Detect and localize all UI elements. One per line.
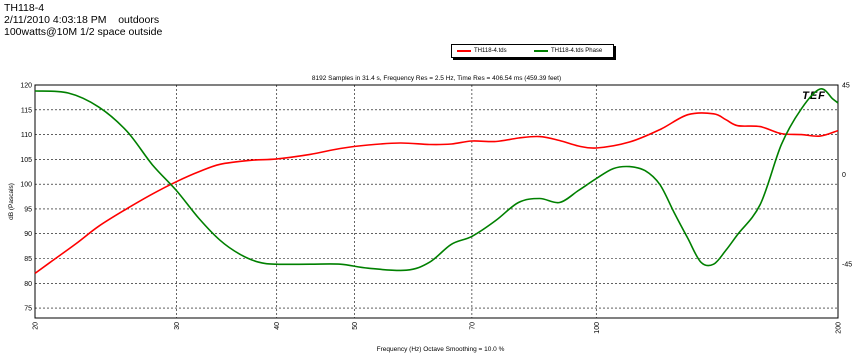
legend-entry-magnitude: TH118-4.tds: [474, 48, 507, 54]
y2-tick-label: 0: [842, 172, 846, 179]
x-tick-label: 30: [174, 322, 181, 330]
y-tick-label: 90: [24, 231, 32, 238]
phase-series-line: [34, 88, 839, 272]
x-tick-label: 200: [836, 322, 843, 334]
tef-logo: TEF: [802, 90, 826, 102]
y-tick-label: 95: [24, 206, 32, 213]
header: TH118-4 2/11/2010 4:03:18 PM outdoors 10…: [4, 2, 162, 38]
setup-description-label: 100watts@10M 1/2 space outside: [4, 26, 163, 38]
x-tick-label: 50: [352, 322, 359, 330]
x-tick-label: 40: [274, 322, 281, 330]
y-tick-label: 80: [24, 281, 32, 288]
legend: TH118-4.tds TH118-4.tds Phase: [451, 44, 614, 58]
legend-swatch-magnitude: [457, 50, 471, 52]
legend-swatch-phase: [534, 50, 548, 52]
y-tick-label: 85: [24, 256, 32, 263]
y-tick-label: 75: [24, 306, 32, 313]
magnitude-series-line: [34, 112, 839, 275]
y2-tick-label: 45: [842, 83, 850, 90]
y-axis-label: dB (Pascals): [8, 183, 15, 220]
x-tick-label: 100: [594, 322, 601, 334]
plot-frame: [34, 84, 839, 319]
x-tick-label: 70: [469, 322, 476, 330]
y-tick-label: 105: [20, 157, 32, 164]
y-tick-label: 100: [20, 182, 32, 189]
y2-tick-label: -45: [842, 262, 852, 269]
chart-title: 8192 Samples in 31.4 s, Frequency Res = …: [312, 75, 561, 82]
y-tick-label: 110: [21, 132, 32, 139]
legend-entry-phase: TH118-4.tds Phase: [551, 48, 603, 54]
y-tick-label: 120: [20, 83, 32, 90]
plot-area: [35, 85, 838, 318]
y-tick-label: 115: [21, 107, 32, 114]
timestamp-label: 2/11/2010 4:03:18 PM outdoors: [4, 14, 160, 26]
x-tick-label: 20: [33, 322, 40, 330]
chart-id-label: TH118-4: [4, 2, 45, 14]
x-axis-label: Frequency (Hz) Octave Smoothing = 10.0 %: [377, 346, 505, 353]
